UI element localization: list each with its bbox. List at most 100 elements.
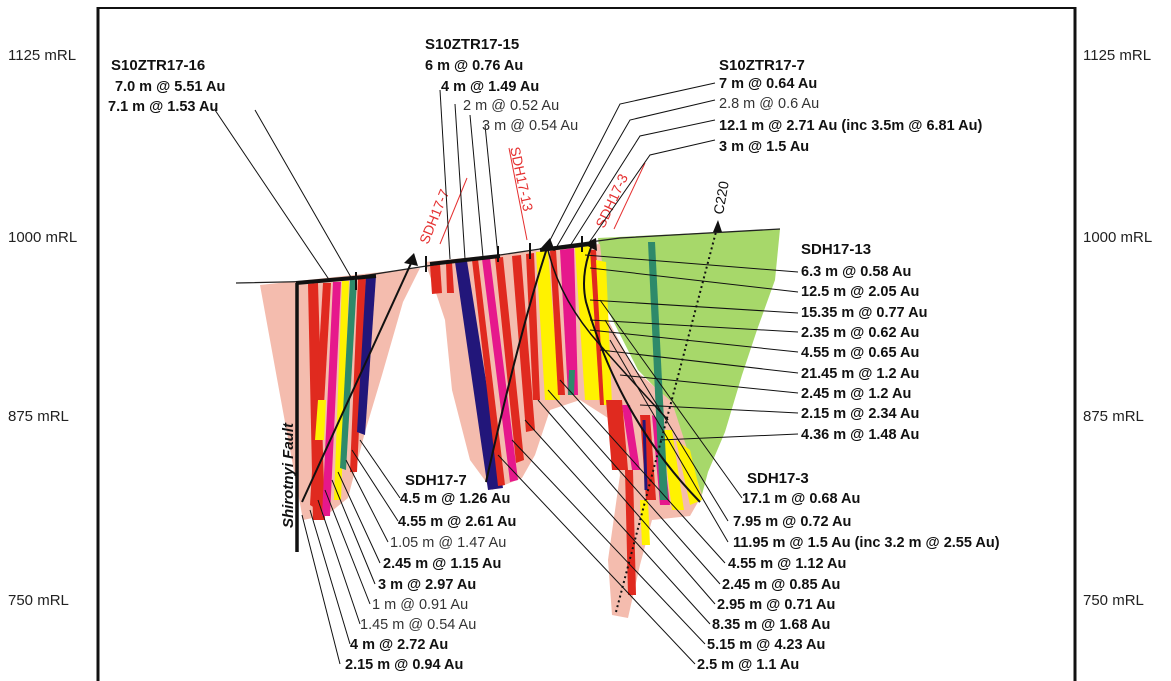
underline xyxy=(508,147,528,241)
intercept-label: 7.1 m @ 1.53 Au xyxy=(108,99,218,115)
vein-red xyxy=(526,253,540,400)
intercept-label: 2 m @ 0.52 Au xyxy=(463,98,559,114)
vein-yellow xyxy=(334,281,349,500)
underline xyxy=(439,177,468,245)
intercept-label: 2.95 m @ 0.71 Au xyxy=(717,597,835,613)
vein-red xyxy=(430,264,442,294)
intercept-label: 7.95 m @ 0.72 Au xyxy=(733,514,851,530)
intercept-label: 12.5 m @ 2.05 Au xyxy=(801,284,919,300)
trench-title-s10ztr17-7: S10ZTR17-7 xyxy=(719,57,805,74)
drillhole-label-sdh17-13: SDH17-13 xyxy=(507,145,536,212)
trench-s10ztr17-16-trace xyxy=(295,274,377,285)
intercept-label: 1.05 m @ 1.47 Au xyxy=(390,535,506,551)
underline xyxy=(613,162,646,230)
intercept-label: 17.1 m @ 0.68 Au xyxy=(742,491,860,507)
vein-red xyxy=(495,257,524,463)
vein-teal xyxy=(340,280,357,470)
rl-right-1125: 1125 mRL xyxy=(1083,47,1151,64)
intercept-label: 2.5 m @ 1.1 Au xyxy=(697,657,799,673)
vein-magenta xyxy=(322,282,341,516)
intercept-label: 4.55 m @ 2.61 Au xyxy=(398,514,516,530)
drillhole-sdh17-7-trace xyxy=(301,258,414,503)
intercept-label: 11.95 m @ 1.5 Au (inc 3.2 m @ 2.55 Au) xyxy=(733,535,1000,551)
geology xyxy=(260,229,780,618)
drillholes xyxy=(301,220,722,613)
intercept-label: 4 m @ 2.72 Au xyxy=(350,637,448,653)
trench-title-s10ztr17-15: S10ZTR17-15 xyxy=(425,36,519,53)
intercept-label: 4.55 m @ 0.65 Au xyxy=(801,345,919,361)
leader-lines xyxy=(214,82,799,665)
vein-red xyxy=(446,262,454,293)
vein-navy xyxy=(357,276,376,435)
vein-red xyxy=(472,259,505,486)
drillhole-sdh17-13-trace xyxy=(485,244,549,483)
drillhole-sdh17-3-arrowhead xyxy=(584,238,597,251)
intercept-label: 1 m @ 0.91 Au xyxy=(372,597,468,613)
intercept-label: 4.5 m @ 1.26 Au xyxy=(400,491,510,507)
hole-title-sdh17-13: SDH17-13 xyxy=(801,241,871,258)
intercept-label: 2.45 m @ 1.15 Au xyxy=(383,556,501,572)
green-unit xyxy=(598,229,780,502)
hole-title-sdh17-3: SDH17-3 xyxy=(747,470,809,487)
vein-red xyxy=(606,400,628,470)
intercept-label: 3 m @ 0.54 Au xyxy=(482,118,578,134)
intercept-label: 4.36 m @ 1.48 Au xyxy=(801,427,919,443)
drillhole-c220-trace xyxy=(615,227,718,613)
trench-title-s10ztr17-16: S10ZTR17-16 xyxy=(111,57,205,74)
intercept-label: 2.8 m @ 0.6 Au xyxy=(719,96,819,112)
rl-left-1000: 1000 mRL xyxy=(8,229,77,246)
intercept-label: 4.55 m @ 1.12 Au xyxy=(728,556,846,572)
rl-left-750: 750 mRL xyxy=(8,592,69,609)
hole-title-sdh17-7: SDH17-7 xyxy=(405,472,467,489)
intercept-label: 2.45 m @ 0.85 Au xyxy=(722,577,840,593)
drillhole-c220-arrowhead xyxy=(713,220,722,232)
vein-yellow xyxy=(536,251,560,400)
trench-s10ztr17-15-trace xyxy=(429,254,501,266)
intercept-label: 2.15 m @ 0.94 Au xyxy=(345,657,463,673)
shirotnyi-fault-label: Shirotnyi Fault xyxy=(280,422,297,528)
intercept-label: 2.35 m @ 0.62 Au xyxy=(801,325,919,341)
rl-left-875: 875 mRL xyxy=(8,408,69,425)
vein-red xyxy=(512,255,535,432)
intercept-label: 3 m @ 1.5 Au xyxy=(719,139,809,155)
intercept-label: 2.45 m @ 1.2 Au xyxy=(801,386,911,402)
vein-red xyxy=(310,283,331,510)
rl-right-750: 750 mRL xyxy=(1083,592,1144,609)
vein-yellow xyxy=(315,400,326,440)
intercept-label: 8.35 m @ 1.68 Au xyxy=(712,617,830,633)
drillhole-sdh17-7-arrowhead xyxy=(404,253,418,266)
intercept-label: 5.15 m @ 4.23 Au xyxy=(707,637,825,653)
vein-yellow xyxy=(640,500,650,545)
vein-magenta xyxy=(560,248,578,395)
rl-left-1125: 1125 mRL xyxy=(8,47,76,64)
vein-yellow xyxy=(662,430,684,510)
vein-red xyxy=(350,279,366,472)
vein-magenta xyxy=(482,258,518,482)
intercept-label: 6 m @ 0.76 Au xyxy=(425,58,523,74)
rl-right-875: 875 mRL xyxy=(1083,408,1144,425)
intercept-label: 7.0 m @ 5.51 Au xyxy=(115,79,225,95)
vein-magenta xyxy=(622,405,640,470)
intercept-label: 15.35 m @ 0.77 Au xyxy=(801,305,927,321)
drillhole-label-sdh17-7: SDH17-7 xyxy=(416,187,452,247)
intercept-label: 7 m @ 0.64 Au xyxy=(719,76,817,92)
intercept-label: 2.15 m @ 2.34 Au xyxy=(801,406,919,422)
vein-red xyxy=(550,250,565,395)
vein-yellow xyxy=(596,260,612,405)
vein-yellow xyxy=(676,440,702,505)
vein-red xyxy=(625,470,636,595)
rl-right-1000: 1000 mRL xyxy=(1083,229,1152,246)
intercept-label: 6.3 m @ 0.58 Au xyxy=(801,264,911,280)
intercept-label: 3 m @ 2.97 Au xyxy=(378,577,476,593)
intercept-label: 12.1 m @ 2.71 Au (inc 3.5m @ 6.81 Au) xyxy=(719,118,983,134)
intercept-label: 21.45 m @ 1.2 Au xyxy=(801,366,919,382)
vein-yellow xyxy=(575,246,600,400)
intercept-label: 1.45 m @ 0.54 Au xyxy=(360,617,476,633)
drillhole-label-c220: C220 xyxy=(710,180,732,216)
intercept-label: 4 m @ 1.49 Au xyxy=(441,79,539,95)
teal-dyke xyxy=(648,242,668,500)
vein-navy xyxy=(455,261,503,490)
vein-teal xyxy=(568,370,575,395)
central-trace xyxy=(547,249,669,421)
